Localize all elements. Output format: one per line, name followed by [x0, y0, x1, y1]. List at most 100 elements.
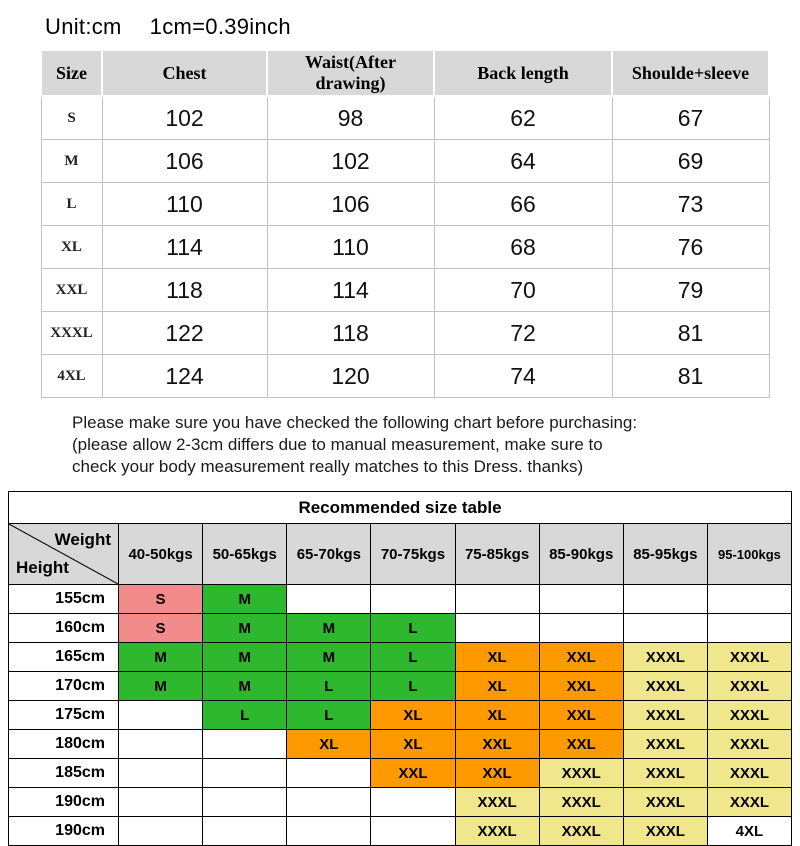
weight-range-header: 85-95kgs	[622, 523, 708, 585]
recommended-size-cell: XL	[286, 729, 372, 759]
recommended-size-cell: XL	[454, 642, 540, 672]
recommended-size-cell	[117, 787, 204, 817]
recommended-size-cell: XXXL	[538, 816, 624, 846]
recommended-row: 170cm M M L L XL XXL XXXL XXXL	[8, 671, 793, 701]
recommended-size-cell	[117, 816, 204, 846]
size-label-cell: XL	[40, 225, 103, 269]
weight-range-header: 40-50kgs	[117, 523, 204, 585]
recommended-size-cell: XL	[370, 700, 456, 730]
height-cell: 190cm	[8, 816, 119, 846]
recommended-size-cell: XXXL	[622, 787, 708, 817]
recommended-size-cell	[117, 700, 204, 730]
recommended-size-cell: XXXL	[706, 758, 793, 788]
measurement-cell: 106	[101, 139, 268, 183]
height-cell: 170cm	[8, 671, 119, 701]
recommended-size-cell: XXXL	[706, 787, 793, 817]
unit-label: Unit:cm	[45, 14, 122, 39]
recommended-size-cell	[117, 758, 204, 788]
size-label-cell: XXL	[40, 268, 103, 312]
recommended-size-cell	[622, 584, 708, 614]
recommended-row: 185cm XXL XXL XXXL XXXL XXXL	[8, 758, 793, 788]
size-table-header: Back length	[433, 49, 613, 97]
recommended-size-cell	[622, 613, 708, 643]
recommended-size-cell: M	[117, 671, 204, 701]
measurement-cell: 122	[101, 311, 268, 355]
recommended-size-cell: XXXL	[622, 642, 708, 672]
size-chart-image: Unit:cm 1cm=0.39inch Size Chest Waist(After…	[0, 14, 800, 846]
measurement-cell: 70	[433, 268, 613, 312]
recommended-size-cell: XXXL	[622, 700, 708, 730]
size-table-header-row: Size Chest Waist(After drawing) Back length…	[40, 49, 770, 97]
recommended-size-cell: XXXL	[706, 671, 793, 701]
measurement-cell: 118	[266, 311, 435, 355]
recommended-size-cell: L	[202, 700, 288, 730]
weight-range-header: 85-90kgs	[538, 523, 624, 585]
recommended-size-cell: XL	[370, 729, 456, 759]
corner-weight-label: Weight	[54, 530, 111, 549]
weight-range-header: 65-70kgs	[286, 523, 372, 585]
height-cell: 165cm	[8, 642, 119, 672]
conversion-label: 1cm=0.39inch	[149, 14, 291, 39]
recommended-size-cell	[538, 613, 624, 643]
measurement-cell: 68	[433, 225, 613, 269]
recommended-size-cell: L	[286, 671, 372, 701]
measurement-cell: 64	[433, 139, 613, 183]
measurement-cell: 114	[101, 225, 268, 269]
measurement-cell: 79	[611, 268, 770, 312]
size-table-row: XXXL 122 118 72 81	[40, 311, 770, 355]
size-table-row: S 102 98 62 67	[40, 95, 770, 140]
size-label-cell: M	[40, 139, 103, 183]
recommended-size-cell: XXXL	[622, 816, 708, 846]
weight-range-header: 75-85kgs	[454, 523, 540, 585]
weight-range-header: 70-75kgs	[370, 523, 456, 585]
recommended-size-cell	[370, 816, 456, 846]
size-table-row: XXL 118 114 70 79	[40, 268, 770, 312]
recommended-size-cell	[454, 613, 540, 643]
recommended-size-cell	[454, 584, 540, 614]
recommended-size-cell: XXL	[454, 758, 540, 788]
weight-height-corner-cell: Weight Height	[8, 523, 119, 585]
size-table-header: Size	[40, 49, 103, 97]
measurement-cell: 73	[611, 182, 770, 226]
size-table-row: 4XL 124 120 74 81	[40, 354, 770, 398]
notice-line: check your body measurement really match…	[72, 457, 584, 476]
recommended-size-cell: M	[117, 642, 204, 672]
recommended-size-cell	[706, 613, 793, 643]
measurement-cell: 74	[433, 354, 613, 398]
diagonal-divider-line	[9, 524, 118, 584]
recommended-size-cell: M	[202, 671, 288, 701]
height-cell: 160cm	[8, 613, 119, 643]
recommended-size-cell: XL	[454, 671, 540, 701]
recommended-size-cell	[286, 758, 372, 788]
recommended-size-cell: XXXL	[706, 700, 793, 730]
size-label-cell: L	[40, 182, 103, 226]
size-table-row: L 110 106 66 73	[40, 182, 770, 226]
size-table-header: Shoulde+sleeve	[611, 49, 770, 97]
recommended-size-cell	[706, 584, 793, 614]
recommended-size-cell: XXXL	[454, 816, 540, 846]
recommended-size-cell: S	[117, 584, 204, 614]
measurement-cell: 76	[611, 225, 770, 269]
measurement-cell: 114	[266, 268, 435, 312]
height-cell: 185cm	[8, 758, 119, 788]
recommended-size-cell	[202, 816, 288, 846]
recommended-size-cell	[117, 729, 204, 759]
recommended-size-cell: M	[202, 584, 288, 614]
notice-line: (please allow 2-3cm differs due to manua…	[72, 435, 603, 454]
measurement-cell: 110	[266, 225, 435, 269]
recommended-size-cell: XXXL	[706, 642, 793, 672]
measurement-cell: 98	[266, 95, 435, 140]
recommended-size-cell: XXL	[538, 671, 624, 701]
height-cell: 180cm	[8, 729, 119, 759]
measurement-cell: 110	[101, 182, 268, 226]
recommended-row: 190cm XXXL XXXL XXXL XXXL	[8, 787, 793, 817]
recommended-size-cell: S	[117, 613, 204, 643]
unit-note: Unit:cm 1cm=0.39inch	[45, 14, 800, 40]
recommended-row: 175cm L L XL XL XXL XXXL XXXL	[8, 700, 793, 730]
recommended-title-row: Recommended size table	[8, 491, 792, 524]
recommended-size-cell: M	[286, 642, 372, 672]
measurement-cell: 69	[611, 139, 770, 183]
measurement-cell: 67	[611, 95, 770, 140]
measurement-cell: 66	[433, 182, 613, 226]
recommended-size-cell: XXXL	[454, 787, 540, 817]
